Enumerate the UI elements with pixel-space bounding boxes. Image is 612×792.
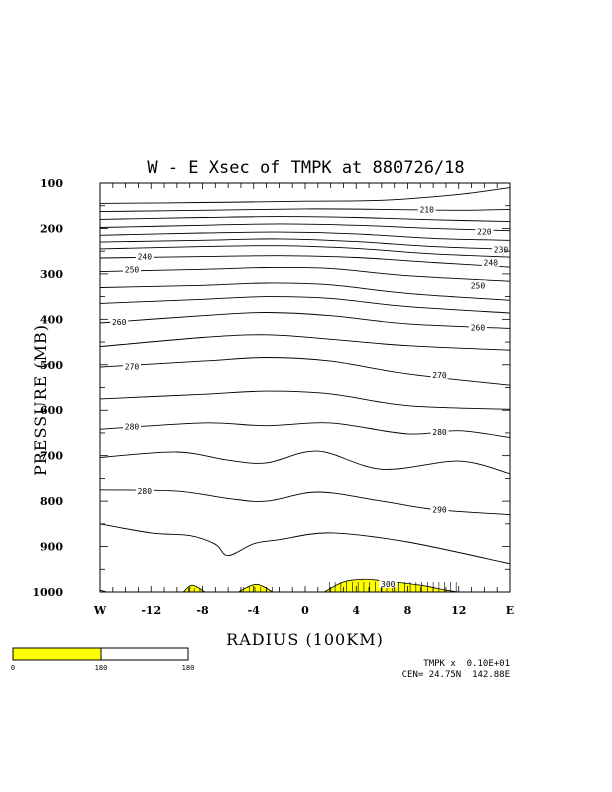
contour-line-230: [99, 238, 511, 250]
x-axis-ticks: W -12 -8 -4 0 4 8 12 E: [93, 183, 514, 617]
contour-line-235: [99, 245, 511, 258]
x-tick-label: -12: [141, 604, 161, 617]
chart-title: W - E Xsec of TMPK at 880726/18: [147, 158, 464, 178]
contour-label: 250: [125, 265, 140, 274]
y-tick-label: 700: [40, 450, 63, 463]
contour-lines: [99, 187, 511, 565]
y-tick-label: 400: [40, 313, 63, 326]
x-tick-label: E: [506, 604, 514, 617]
x-axis-label: RADIUS (100KM): [226, 630, 384, 649]
contour-line-255: [99, 296, 511, 314]
contour-label-background: [468, 322, 487, 332]
contour-line-205: [99, 187, 511, 204]
contour-label-background: [123, 361, 142, 371]
contour-label-background: [475, 226, 494, 236]
contour-line-210: [99, 208, 511, 213]
contour-label: 210: [419, 205, 434, 214]
field-scale-info: TMPK x 0.10E+01: [423, 659, 510, 669]
contour-label-background: [430, 504, 449, 514]
contour-label: 290: [432, 505, 447, 514]
contour-line-240: [99, 255, 511, 268]
contour-line-215: [99, 216, 511, 223]
y-tick-label: 600: [40, 404, 63, 417]
contour-label-background: [481, 257, 500, 267]
colorbar: 0 180 180: [11, 647, 195, 672]
contour-label-background: [430, 427, 449, 437]
contour-label: 270: [432, 371, 447, 380]
contour-line-245: [99, 266, 511, 282]
contour-label-background: [417, 204, 436, 214]
contour-label: 270: [125, 363, 140, 372]
contour-label-background: [135, 486, 154, 496]
y-tick-label: 800: [40, 495, 63, 508]
colorbar-tick-label: 180: [95, 664, 108, 672]
contour-line-270: [99, 357, 511, 386]
x-tick-label: 12: [451, 604, 466, 617]
x-tick-label: W: [93, 604, 107, 617]
contour-label: 240: [484, 259, 499, 268]
y-tick-label: 100: [40, 177, 63, 190]
contour-label-background: [123, 421, 142, 431]
contour-line-275: [99, 390, 511, 410]
contour-label: 240: [138, 253, 153, 262]
y-tick-label: 900: [40, 541, 63, 554]
contour-line-220: [99, 223, 511, 232]
contour-label: 280: [138, 487, 153, 496]
colorbar-empty-segment: [100, 647, 189, 661]
contour-label-background: [123, 264, 142, 274]
contour-label: 280: [125, 423, 140, 432]
contour-line-250: [99, 282, 511, 301]
contour-line-225: [99, 231, 511, 241]
contour-label: 300: [381, 580, 396, 589]
contour-line-295: [99, 523, 511, 565]
contour-label: 260: [112, 318, 127, 327]
y-tick-label: 500: [40, 359, 63, 372]
x-tick-label: 8: [404, 604, 412, 617]
y-tick-label: 200: [40, 222, 63, 235]
contour-label-background: [110, 317, 129, 327]
contour-line-280: [99, 422, 511, 438]
x-tick-label: -4: [248, 604, 261, 617]
contour-line-265: [99, 334, 511, 351]
plot-frame: [99, 182, 511, 593]
contour-label-background: [430, 369, 449, 379]
y-tick-label: 300: [40, 268, 63, 281]
contour-line-285: [99, 450, 511, 475]
colorbar-filled-segment: [12, 647, 102, 661]
contour-label: 250: [471, 281, 486, 290]
contour-label-background: [492, 244, 511, 254]
center-coordinates-info: CEN= 24.75N 142.88E: [402, 670, 510, 680]
y-axis-label: PRESSURE (MB): [31, 324, 50, 476]
x-tick-label: 0: [301, 604, 309, 617]
x-tick-label: 4: [352, 604, 360, 617]
colorbar-tick-label: 0: [11, 664, 15, 672]
contour-label: 280: [432, 428, 447, 437]
contour-label-background: [468, 280, 487, 290]
colorbar-tick-label: 180: [182, 664, 195, 672]
contour-label: 260: [471, 324, 486, 333]
contour-label: 220: [477, 228, 492, 237]
shaded-region: [238, 583, 274, 593]
contour-label: 230: [494, 245, 509, 254]
y-tick-label: 1000: [32, 586, 63, 599]
y-axis-ticks: 100 200 300 400 500 600 700 800 900 1000: [32, 177, 510, 599]
contour-label-background: [379, 578, 398, 588]
contour-label-background: [135, 251, 154, 261]
contour-line-260: [99, 312, 511, 329]
x-tick-label: -8: [196, 604, 209, 617]
